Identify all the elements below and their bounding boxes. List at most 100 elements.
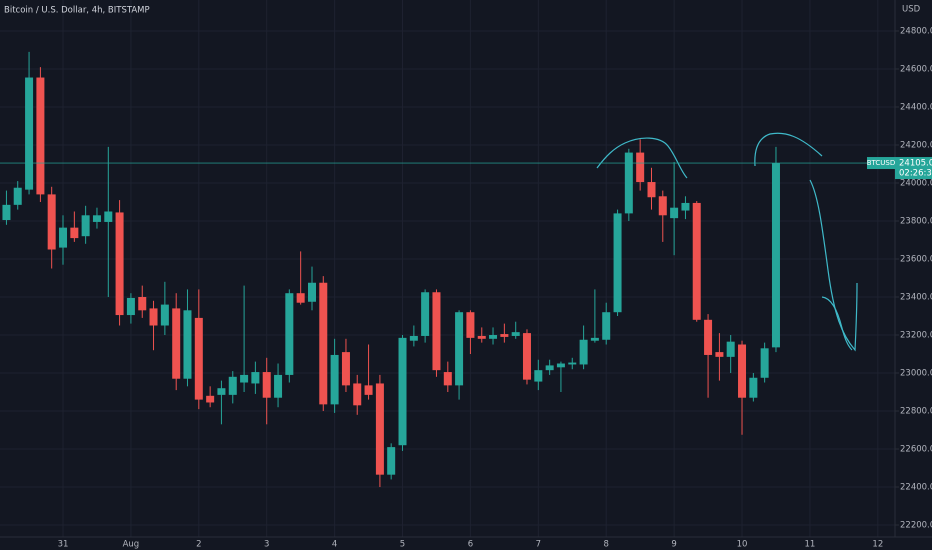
candle-body xyxy=(47,194,56,250)
candle-body xyxy=(432,292,441,371)
candle-body xyxy=(715,352,724,357)
candle-body xyxy=(364,385,373,395)
candle-body xyxy=(500,334,509,337)
candle-body xyxy=(36,77,45,195)
candle-body xyxy=(681,202,690,211)
candle-body xyxy=(726,341,735,357)
candle-body xyxy=(240,374,249,383)
candle-body xyxy=(138,297,147,311)
x-tick-label: 11 xyxy=(805,540,816,550)
candle-body xyxy=(455,312,464,386)
drawing xyxy=(754,132,823,167)
chart-title: Bitcoin / U.S. Dollar, 4h, BITSTAMP xyxy=(4,6,150,16)
candle-body xyxy=(749,377,758,398)
candle-body xyxy=(183,310,192,379)
candle-body xyxy=(421,292,430,336)
candle-body xyxy=(387,447,396,475)
candle-body xyxy=(477,335,486,339)
x-tick-label: 30 xyxy=(0,540,1,550)
y-tick-label: 23800.00 xyxy=(900,216,932,226)
candle-body xyxy=(285,293,294,375)
candle-body xyxy=(115,212,124,316)
candle-body xyxy=(534,370,543,382)
candle-body xyxy=(466,312,475,338)
candle-body xyxy=(206,395,215,403)
price-label: 24105.00 xyxy=(899,159,932,169)
symbol-box xyxy=(867,157,895,170)
x-tick-label: 3 xyxy=(264,540,269,550)
axis-unit: USD xyxy=(902,5,921,15)
symbol-label: BTCUSD xyxy=(867,159,896,167)
y-tick-label: 24000.00 xyxy=(900,178,932,188)
x-tick-label: 8 xyxy=(604,540,609,550)
y-tick-label: 24400.00 xyxy=(900,102,932,112)
candle-body xyxy=(149,308,158,326)
candle-body xyxy=(489,335,498,339)
x-tick-label: 31 xyxy=(58,540,69,550)
candle-body xyxy=(251,372,260,384)
candle-body xyxy=(636,152,645,183)
candle-body xyxy=(59,227,68,248)
candle-body xyxy=(228,376,237,395)
y-tick-label: 22600.00 xyxy=(900,445,932,455)
candle-body xyxy=(760,348,769,378)
candle-body xyxy=(511,332,520,336)
candle-body xyxy=(579,339,588,365)
y-tick-label: 22400.00 xyxy=(900,483,932,493)
candle-body xyxy=(13,187,22,205)
candle-body xyxy=(296,293,305,303)
candle-body xyxy=(602,312,611,340)
x-tick-label: Aug xyxy=(123,540,140,550)
x-tick-label: 6 xyxy=(468,540,473,550)
candle-body xyxy=(341,352,350,386)
candle-body xyxy=(353,383,362,406)
candle-body xyxy=(443,372,452,386)
y-tick-label: 22200.00 xyxy=(900,521,932,531)
candle-body xyxy=(738,344,747,398)
candle-body xyxy=(25,77,34,190)
candle-body xyxy=(274,374,283,398)
candle-body xyxy=(330,354,339,405)
x-tick-label: 5 xyxy=(400,540,405,550)
candle-body xyxy=(624,152,633,214)
candle-body xyxy=(692,202,701,320)
candle-body xyxy=(771,163,780,348)
candle-body xyxy=(92,215,101,222)
candle-body xyxy=(104,211,113,222)
x-tick-label: 9 xyxy=(671,540,676,550)
candle-body xyxy=(409,335,418,341)
candle-body xyxy=(160,304,169,326)
candle-body xyxy=(262,372,271,398)
y-tick-label: 23600.00 xyxy=(900,254,932,264)
price-box xyxy=(895,157,932,180)
y-tick-label: 22800.00 xyxy=(900,407,932,417)
countdown: 02:26:38 xyxy=(899,169,932,179)
x-tick-label: 12 xyxy=(872,540,883,550)
candle-body xyxy=(194,317,203,400)
candle-body xyxy=(590,337,599,341)
candle-body xyxy=(126,297,135,316)
candle-body xyxy=(172,308,181,379)
candle-body xyxy=(2,204,11,221)
candle-body xyxy=(81,215,90,237)
candle-body xyxy=(568,362,577,365)
x-tick-label: 2 xyxy=(196,540,201,550)
y-tick-label: 24600.00 xyxy=(900,64,932,74)
x-tick-label: 4 xyxy=(332,540,337,550)
y-tick-label: 24800.00 xyxy=(900,26,932,36)
candle-body xyxy=(670,207,679,219)
candle-body xyxy=(522,333,531,380)
candle-body xyxy=(613,213,622,313)
price-axis xyxy=(895,0,932,550)
candle-body xyxy=(647,182,656,198)
candle-body xyxy=(308,282,317,302)
candle-body xyxy=(70,227,79,239)
y-tick-label: 23000.00 xyxy=(900,369,932,379)
drawing xyxy=(821,296,853,351)
y-tick-label: 24200.00 xyxy=(900,140,932,150)
candle-body xyxy=(375,383,384,475)
grid xyxy=(0,0,895,537)
